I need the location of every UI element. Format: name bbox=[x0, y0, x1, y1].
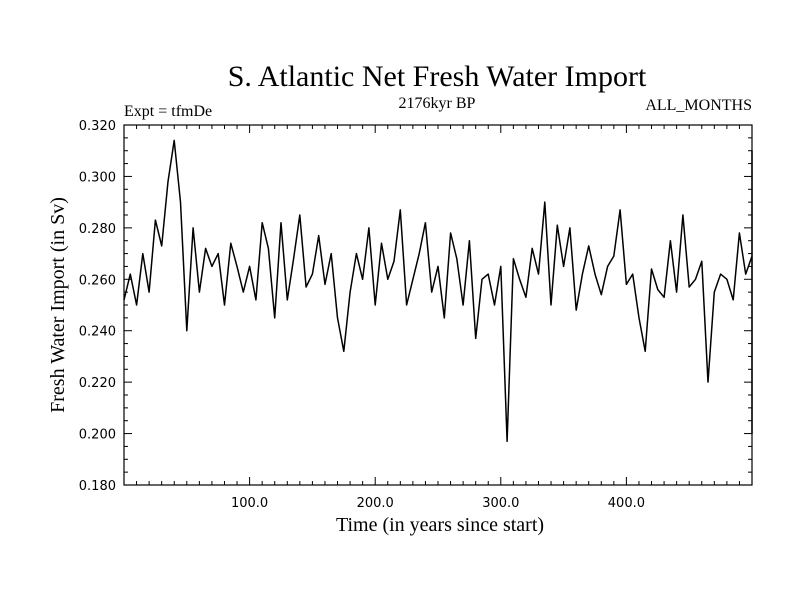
x-tick-label: 400.0 bbox=[608, 496, 645, 511]
plot-frame bbox=[123, 124, 753, 486]
y-tick-label: 0.240 bbox=[79, 325, 116, 340]
y-tick-label: 0.260 bbox=[79, 273, 116, 288]
x-axis-label: Time (in years since start) bbox=[336, 514, 544, 536]
y-tick-label: 0.180 bbox=[79, 479, 116, 494]
x-tick-label: 200.0 bbox=[357, 496, 394, 511]
y-tick-label: 0.280 bbox=[79, 222, 116, 237]
y-tick-label: 0.300 bbox=[79, 170, 116, 185]
chart-title: S. Atlantic Net Fresh Water Import bbox=[228, 60, 647, 93]
y-axis-ticks: 0.180 0.200 0.220 0.240 0.260 0.280 0.300 0.320 bbox=[79, 119, 752, 494]
months-label: ALL_MONTHS bbox=[645, 97, 752, 114]
x-tick-label: 300.0 bbox=[482, 496, 519, 511]
period-label: 2176kyr BP bbox=[399, 95, 476, 112]
x-axis-ticks: 100.0 200.0 300.0 400.0 bbox=[136, 125, 740, 511]
y-tick-label: 0.320 bbox=[79, 119, 116, 134]
y-tick-label: 0.200 bbox=[79, 428, 116, 443]
y-tick-label: 0.220 bbox=[79, 376, 116, 391]
y-axis-label: Fresh Water Import (in Sv) bbox=[47, 197, 69, 413]
x-tick-label: 100.0 bbox=[231, 496, 268, 511]
experiment-label: Expt = tfmDe bbox=[124, 103, 212, 120]
